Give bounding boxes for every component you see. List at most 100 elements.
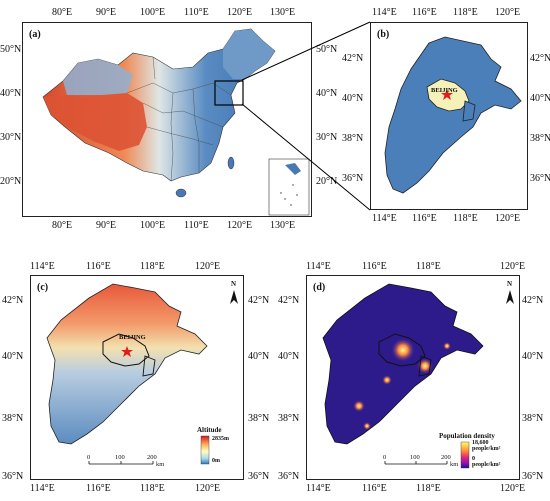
tick: 114°E: [306, 261, 331, 272]
tick: 120°E: [495, 213, 521, 224]
tick: 42°N: [530, 53, 550, 64]
panel-a-label: (a): [29, 29, 41, 40]
tick: 38°N: [278, 413, 300, 424]
tick: 42°N: [342, 53, 364, 64]
tick: 114°E: [30, 261, 55, 272]
altitude-legend-title: Altitude: [197, 426, 222, 434]
tick: 118°E: [453, 213, 478, 224]
tick: 42°N: [278, 295, 300, 306]
altitude-map-svg: [46, 283, 238, 465]
population-map-svg: [322, 283, 514, 469]
tick: 42°N: [522, 295, 544, 306]
tick: 118°E: [453, 7, 478, 18]
tick: 114°E: [306, 483, 331, 494]
tick: 130°E: [270, 7, 296, 18]
scale-bar-c: [88, 461, 154, 465]
panel-d-label: (d): [313, 282, 326, 293]
region-map-svg: [384, 36, 522, 194]
tick: 116°E: [86, 483, 111, 494]
population-max-value: 18,600: [472, 440, 489, 446]
region-d-outline: [322, 283, 484, 445]
province-borders: [126, 56, 232, 182]
scale-d-unit: km: [450, 461, 459, 468]
tick: 30°N: [0, 132, 22, 143]
tick: 50°N: [0, 44, 22, 55]
beijing-c-outline: [102, 333, 150, 367]
tick: 120°E: [500, 483, 526, 494]
panel-b-region-map: (b) BEIJING: [370, 22, 528, 210]
region-outline: [384, 36, 522, 194]
tick: 40°N: [248, 351, 270, 362]
tianjin-outline: [462, 100, 476, 122]
tick: 118°E: [416, 483, 441, 494]
population-min: 0 people/km²: [472, 456, 500, 469]
tick: 40°N: [316, 88, 338, 99]
scale-c-0: 0: [87, 454, 91, 461]
population-min-unit: people/km²: [472, 462, 501, 469]
tick: 42°N: [248, 295, 270, 306]
tick: 38°N: [248, 413, 270, 424]
tick: 50°N: [316, 44, 338, 55]
taiwan-island: [227, 156, 235, 170]
tick: 40°N: [522, 351, 544, 362]
china-map-svg: [42, 28, 310, 216]
population-hotspots: [353, 338, 451, 430]
tick: 130°E: [270, 220, 296, 231]
panel-c-label: (c): [37, 282, 49, 293]
tick: 90°E: [96, 220, 117, 231]
scale-c-unit: km: [156, 461, 165, 468]
tick: 38°N: [342, 133, 364, 144]
tick: 120°E: [195, 483, 221, 494]
tick: 30°N: [316, 132, 338, 143]
tick: 100°E: [140, 7, 166, 18]
tick: 38°N: [530, 133, 550, 144]
beijing-region-box: [214, 80, 244, 106]
altitude-min: 0m: [212, 458, 220, 464]
altitude-colorbar: [200, 435, 210, 465]
region-c-outline: [46, 283, 208, 445]
tick: 118°E: [140, 261, 165, 272]
tick: 118°E: [140, 483, 165, 494]
tick: 36°N: [278, 471, 300, 482]
beijing-d-outline: [378, 333, 426, 367]
tick: 20°N: [316, 176, 338, 187]
population-colorbar: [460, 441, 470, 469]
tick: 114°E: [372, 213, 397, 224]
population-min-value: 0: [472, 456, 475, 462]
tick: 90°E: [96, 7, 117, 18]
xinjiang-region: [63, 59, 133, 97]
tick: 118°E: [416, 261, 441, 272]
beijing-c-star: [121, 346, 133, 357]
panel-a-china-map: (a): [22, 22, 312, 217]
altitude-max: 2835m: [212, 436, 229, 442]
tick: 120°E: [500, 261, 526, 272]
tick: 38°N: [522, 413, 544, 424]
tick: 100°E: [140, 220, 166, 231]
northeast-region: [223, 29, 275, 79]
tick: 110°E: [184, 220, 209, 231]
panel-b-label: (b): [377, 29, 390, 40]
tick: 40°N: [278, 351, 300, 362]
north-arrow-c: [230, 290, 238, 304]
tick: 116°E: [362, 261, 387, 272]
north-arrow-d: [506, 290, 514, 304]
tick: 80°E: [52, 220, 73, 231]
tick: 40°N: [2, 351, 24, 362]
tick: 40°N: [342, 93, 364, 104]
tick: 36°N: [2, 471, 24, 482]
scale-c-100: 100: [115, 454, 125, 461]
tick: 116°E: [362, 483, 387, 494]
tick: 120°E: [227, 7, 253, 18]
beijing-city-label-c: BEIJING: [119, 334, 146, 341]
tick: 38°N: [2, 413, 24, 424]
hainan-island: [175, 188, 187, 198]
tick: 120°E: [227, 220, 253, 231]
north-label-d: N: [507, 280, 513, 288]
north-label-c: N: [231, 280, 237, 288]
scale-c-200: 200: [147, 454, 157, 461]
tick: 40°N: [530, 93, 550, 104]
beijing-city-label: BEIJING: [431, 87, 458, 94]
tick: 110°E: [184, 7, 209, 18]
tick: 116°E: [412, 7, 437, 18]
population-max-unit: people/km²: [472, 446, 501, 453]
